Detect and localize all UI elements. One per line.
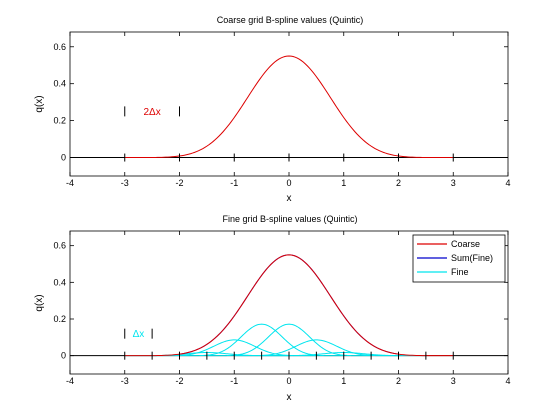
x-tick-label: 3 xyxy=(451,376,456,386)
y-tick-label: 0.4 xyxy=(53,79,66,89)
x-tick-label: -3 xyxy=(121,178,129,188)
grid-node-markers xyxy=(124,153,454,162)
chart-title: Fine grid B-spline values (Quintic) xyxy=(222,214,357,224)
y-tick-label: 0.4 xyxy=(53,277,66,287)
y-tick-label: 0.6 xyxy=(53,42,66,52)
chart-title: Coarse grid B-spline values (Quintic) xyxy=(217,15,364,25)
x-tick-label: -4 xyxy=(66,376,74,386)
x-tick-label: 4 xyxy=(505,178,510,188)
x-tick-label: 2 xyxy=(396,178,401,188)
spacing-annotation: Δx xyxy=(124,328,153,340)
x-axis-label: x xyxy=(287,392,292,403)
annotation-label: 2Δx xyxy=(144,107,161,118)
spacing-annotation: 2Δx xyxy=(124,106,180,118)
legend-label-fine: Fine xyxy=(451,267,469,277)
x-tick-label: -2 xyxy=(175,376,183,386)
y-tick-label: 0.2 xyxy=(53,314,66,324)
x-tick-label: -1 xyxy=(230,178,238,188)
x-tick-label: 3 xyxy=(451,178,456,188)
x-tick-label: 1 xyxy=(341,178,346,188)
y-tick-label: 0.2 xyxy=(53,116,66,126)
x-ticks: -4 -3 -2 -1 0 1 2 3 4 xyxy=(66,32,511,188)
fine-chart: Fine grid B-spline values (Quintic) -4 -3… xyxy=(34,214,511,403)
x-tick-label: -1 xyxy=(230,376,238,386)
y-axis-label: q(x) xyxy=(34,294,45,311)
y-tick-label: 0 xyxy=(61,153,66,163)
x-tick-label: -2 xyxy=(175,178,183,188)
x-tick-label: 1 xyxy=(341,376,346,386)
grid-node-markers xyxy=(124,351,454,360)
y-tick-label: 0.6 xyxy=(53,241,66,251)
x-tick-label: 0 xyxy=(286,376,291,386)
x-ticks: -4 -3 -2 -1 0 1 2 3 4 xyxy=(66,231,511,386)
x-tick-label: 2 xyxy=(396,376,401,386)
annotation-label: Δx xyxy=(133,329,145,340)
y-tick-label: 0 xyxy=(61,351,66,361)
x-tick-label: 0 xyxy=(286,178,291,188)
x-tick-label: -4 xyxy=(66,178,74,188)
x-tick-label: -3 xyxy=(121,376,129,386)
legend-label-sum: Sum(Fine) xyxy=(451,253,493,263)
legend: Coarse Sum(Fine) Fine xyxy=(412,234,506,283)
y-axis-label: q(x) xyxy=(34,95,45,112)
x-tick-label: 4 xyxy=(505,376,510,386)
x-axis-label: x xyxy=(287,193,292,204)
coarse-chart: Coarse grid B-spline values (Quintic) -4… xyxy=(34,15,511,204)
legend-label-coarse: Coarse xyxy=(451,239,480,249)
